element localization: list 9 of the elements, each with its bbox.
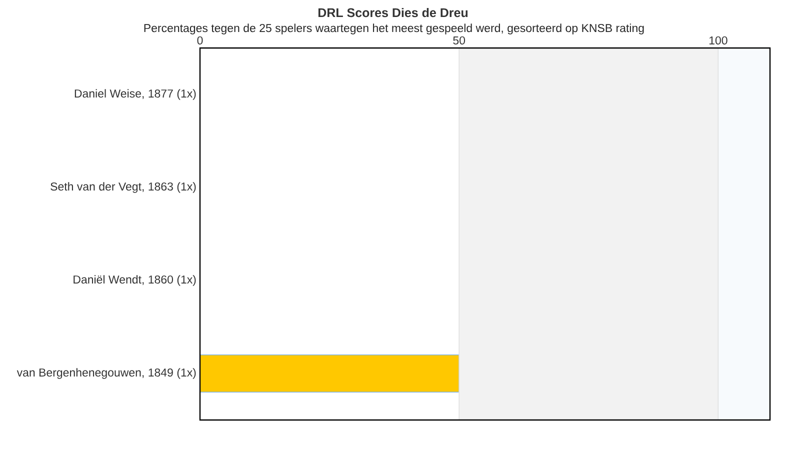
chart-title: DRL Scores Dies de Dreu [318,8,468,18]
y-tick-label: Daniel Weise, 1877 (1x) [74,89,196,100]
chart-subtitle: Percentages tegen de 25 spelers waartegen het meest gespeeld werd, gesorteerd op KNSB rating [144,24,644,34]
y-tick-label: Seth van der Vegt, 1863 (1x) [50,182,196,193]
x-tick-label: 0 [197,36,203,44]
y-tick-label: Daniël Wendt, 1860 (1x) [74,275,196,286]
y-tick-label: van Bergenhenegouwen, 1849 (1x) [16,368,196,379]
x-tick-label: 50 [453,36,466,44]
x-tick-label: 100 [709,36,728,44]
